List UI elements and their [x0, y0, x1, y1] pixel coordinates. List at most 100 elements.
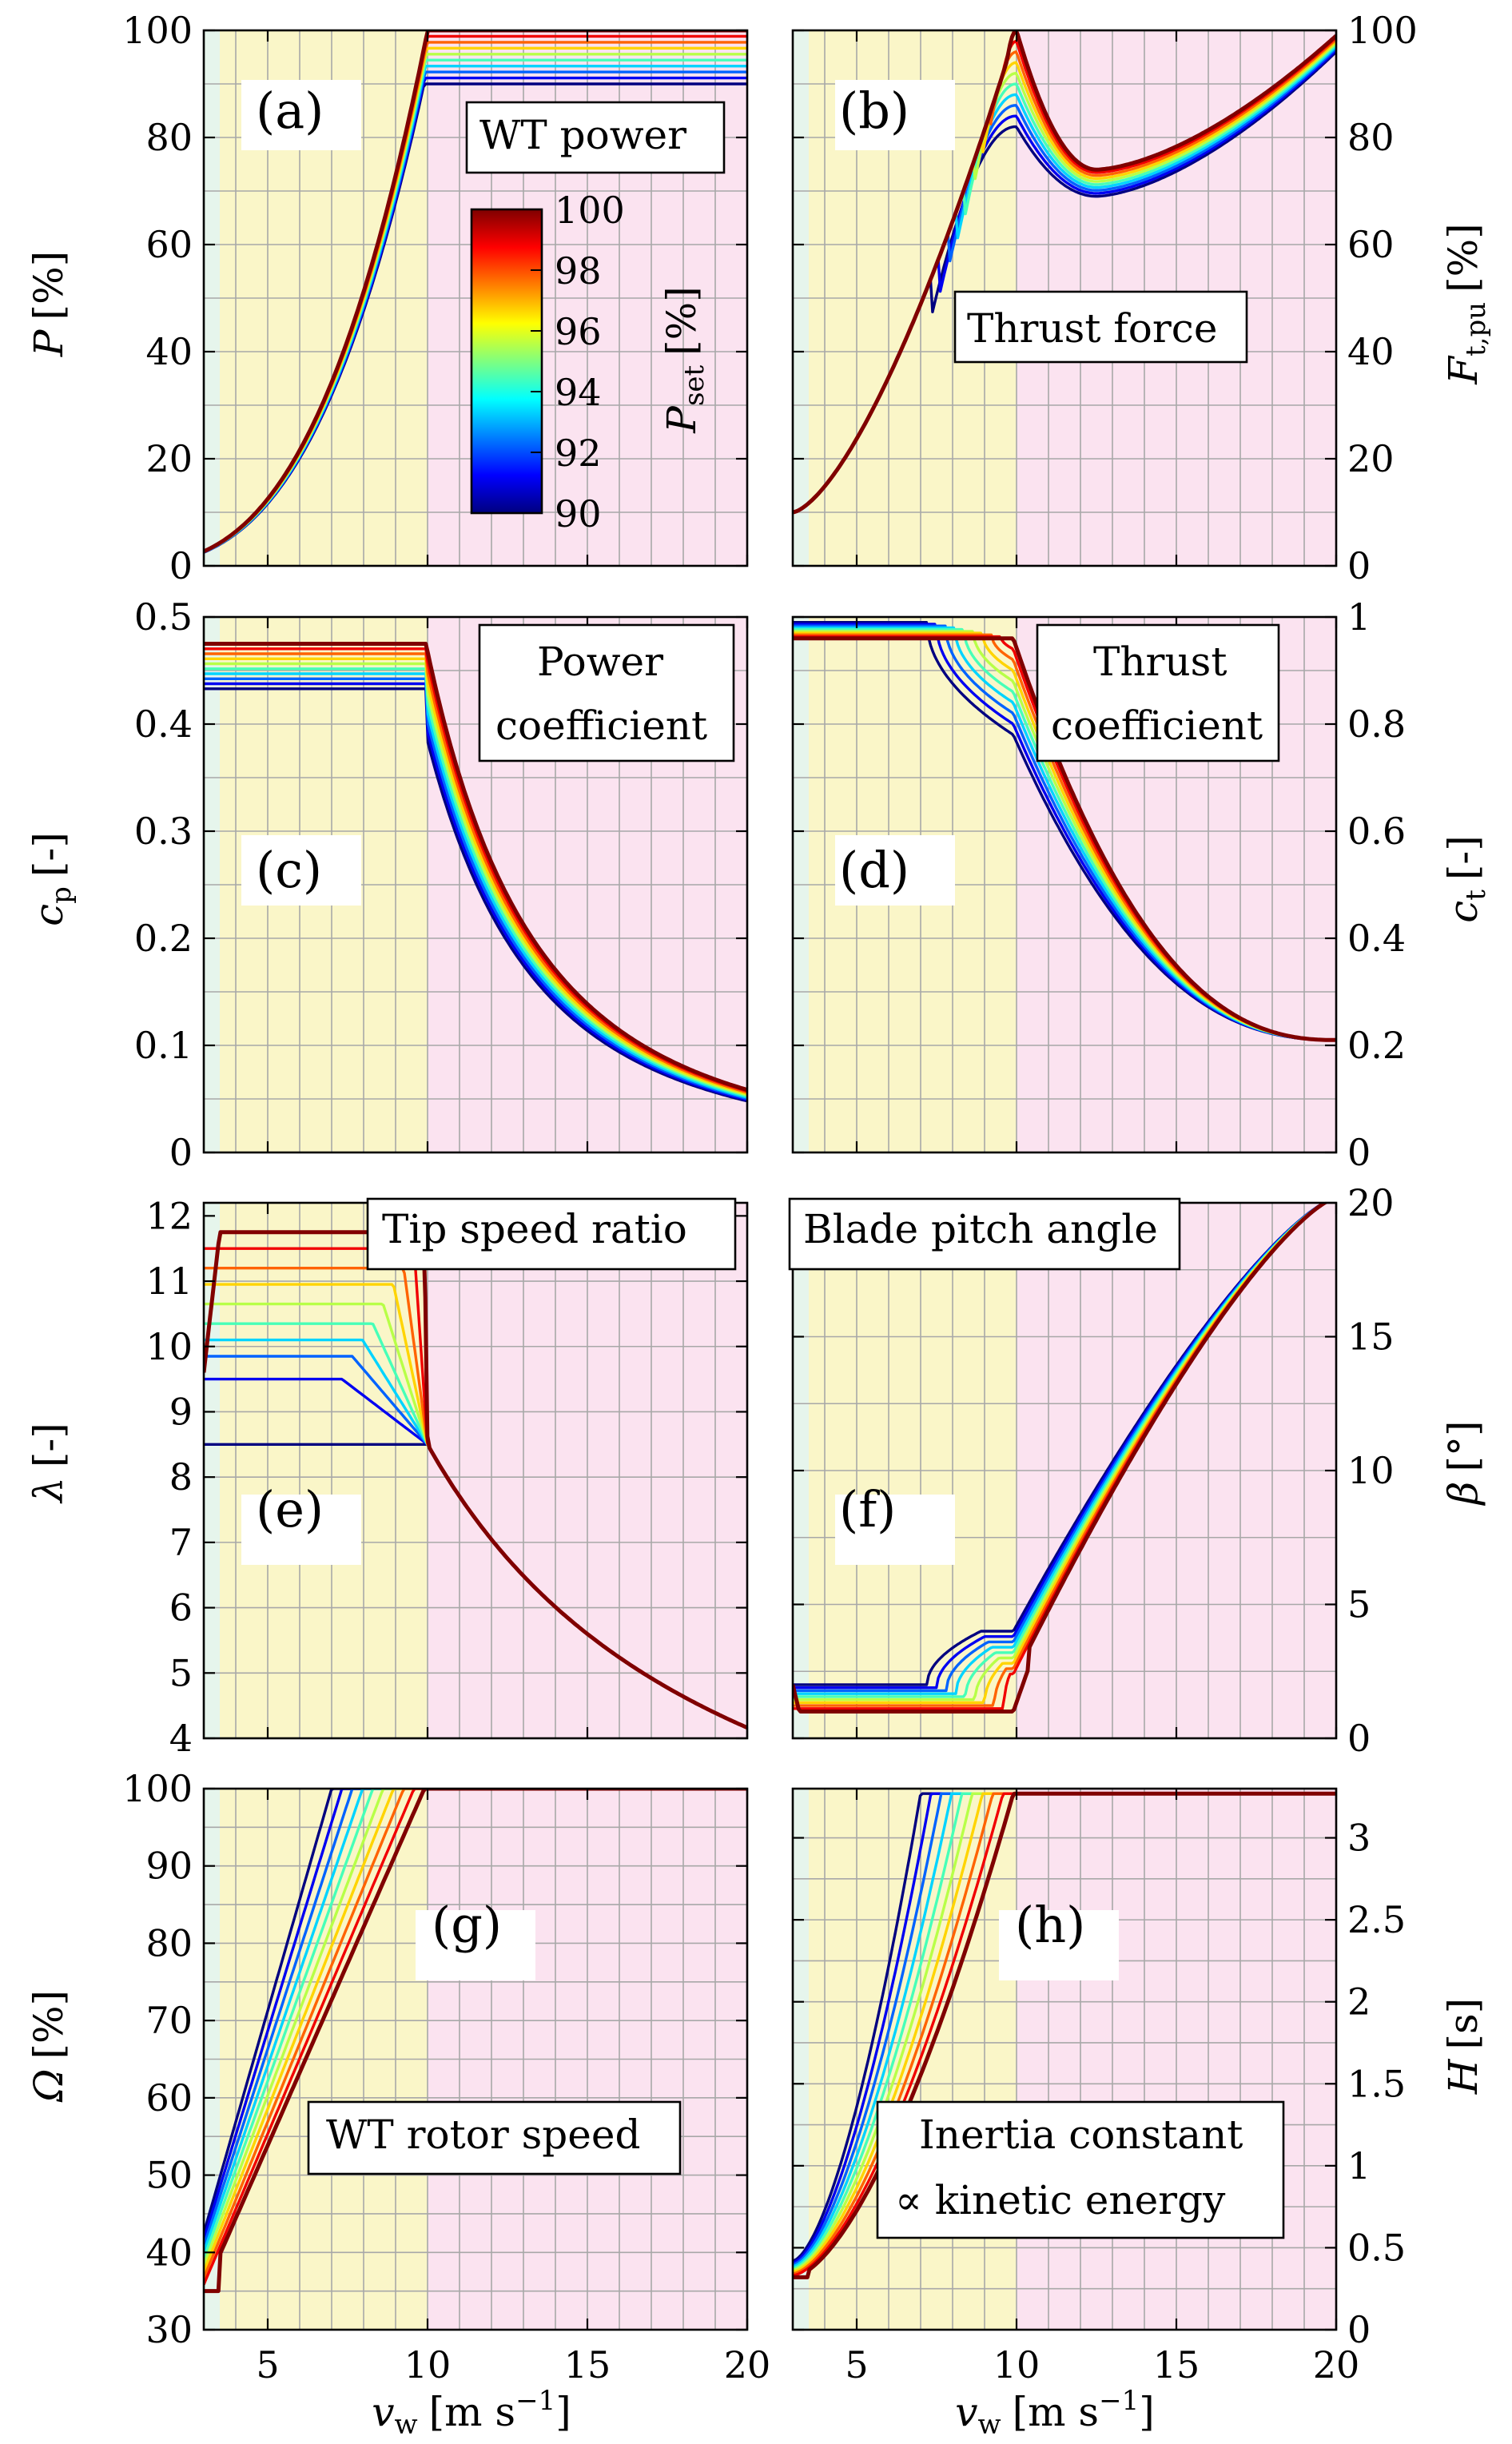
panel-b-ytick-label: 60 — [1347, 223, 1395, 266]
colorbar-tick-label: 92 — [555, 432, 602, 475]
colorbar-label-sub: set — [678, 364, 710, 406]
panel-d: 0 0.2 0.4 0.6 0.8 1 — [791, 595, 1406, 1174]
y-label-f-main: β — [1440, 1482, 1486, 1507]
panel-c-ytick-label: 0.2 — [134, 917, 193, 960]
panel-a: 0 20 40 60 80 100 — [122, 9, 749, 587]
y-label-e-unit: [-] — [26, 1423, 72, 1467]
colorbar-tick-label: 94 — [555, 371, 602, 414]
panel-g-xtick-label: 15 — [564, 2343, 611, 2386]
panel-d-label-box-2 — [1036, 623, 1280, 762]
x-label-left: vw [m s−1] — [372, 2385, 571, 2441]
panel-a-ytick-label: 20 — [145, 437, 193, 480]
y-label-e: λ [-] — [26, 1423, 72, 1504]
panel-b: 0 20 40 60 80 100 — [791, 9, 1418, 587]
panel-b-ytick-label: 40 — [1347, 330, 1395, 373]
panel-f-curves — [793, 1203, 1329, 1714]
colorbar-label: Pset [%] — [659, 286, 710, 433]
panel-h-region-low — [793, 1789, 809, 2330]
panel-h-title-line1: Inertia constant — [919, 2112, 1243, 2158]
y-label-h-main: H — [1440, 2058, 1486, 2095]
panel-a-curves — [204, 30, 747, 554]
panel-h-ytick-label: 0.5 — [1347, 2226, 1406, 2269]
y-label-f: β [°] — [1440, 1421, 1486, 1507]
y-label-b: Ft,pu [%] — [1440, 223, 1492, 384]
panel-h-ytick-label: 1 — [1347, 2144, 1371, 2187]
panel-e-tag: (e) — [256, 1480, 324, 1538]
y-label-h-unit: [s] — [1440, 1998, 1486, 2050]
panel-d-ytick-label: 0.2 — [1347, 1024, 1406, 1067]
panel-c-tag: (c) — [256, 841, 322, 899]
colorbar-tick-label: 98 — [555, 249, 602, 293]
y-label-b-sub: t,pu — [1460, 302, 1492, 356]
panel-g-ytick-label: 80 — [145, 1921, 193, 1964]
panel-g-xtick-label: 10 — [404, 2343, 452, 2386]
panel-d-series-10 — [793, 636, 1336, 1042]
panel-c-curves — [204, 642, 747, 1103]
colorbar-label-main: P — [659, 405, 705, 434]
panel-a-ytick-label: 60 — [145, 223, 193, 266]
panel-e-ytick-label: 11 — [145, 1260, 193, 1303]
panel-c-ticks — [204, 615, 749, 1154]
panel-g-series-3 — [204, 1789, 747, 2247]
y-label-g: Ω [%] — [26, 1990, 72, 2103]
panel-a-ytick-label: 80 — [145, 116, 193, 159]
panel-a-ytick-label: 100 — [122, 9, 193, 52]
panel-g-ytick-label: 40 — [145, 2231, 193, 2274]
panel-g-text: (g) WT rotor speed — [326, 1896, 640, 2158]
panel-c-ytick-label: 0.3 — [134, 810, 193, 853]
panel-h-ytick-label: 2 — [1347, 1980, 1371, 2024]
panel-h-xtick-label: 10 — [993, 2343, 1040, 2386]
panel-a-label-box-1 — [241, 80, 361, 150]
panel-a-title: WT power — [479, 112, 686, 158]
panel-f-label-box-1 — [835, 1495, 955, 1565]
x-label-right: vw [m s−1] — [955, 2385, 1154, 2441]
panel-e-region-mid — [220, 1203, 428, 1738]
panel-d-title-line1: Thrust — [1093, 639, 1227, 685]
panel-h-xtick-label: 5 — [845, 2343, 868, 2386]
panel-c-series-5 — [204, 667, 747, 1098]
panel-g-ytick-label: 30 — [145, 2308, 193, 2351]
svg-text:β[°]: β [°] — [1440, 1421, 1486, 1507]
panel-c-series-4 — [204, 672, 747, 1099]
panel-d-ytick-label: 0 — [1347, 1131, 1371, 1174]
panel-c-title-line2: coefficient — [495, 703, 707, 749]
panel-b-frame — [791, 29, 1338, 567]
panel-h-frame — [791, 1787, 1338, 2331]
panel-f-series-10 — [793, 1203, 1329, 1714]
panel-e-ytick-label: 9 — [169, 1390, 193, 1433]
colorbar-gradient — [470, 208, 543, 515]
panel-g-series-4 — [204, 1789, 747, 2253]
panel-h-ytick-label: 0 — [1347, 2308, 1371, 2351]
panel-e-ytick-label: 5 — [169, 1651, 193, 1694]
panel-b-ytick-label: 100 — [1347, 9, 1418, 52]
panel-g-ytick-label: 90 — [145, 1845, 193, 1888]
panel-b-label-box-2 — [953, 290, 1248, 364]
panel-d-ytick-label: 0.4 — [1347, 917, 1406, 960]
panel-e-text: (e) Tip speed ratio — [256, 1206, 687, 1538]
panel-g-frame — [202, 1787, 749, 2331]
panel-g-label-box-1 — [416, 1910, 535, 1980]
panel-g-title: WT rotor speed — [326, 2112, 640, 2158]
svg-text:Ω[%]: Ω [%] — [26, 1990, 72, 2103]
colorbar-tick-label: 90 — [555, 492, 602, 535]
y-label-d: ct [-] — [1440, 835, 1492, 923]
panel-d-curves — [793, 621, 1336, 1042]
y-label-c-sub: p — [46, 886, 78, 904]
panel-d-title-line2: coefficient — [1051, 703, 1263, 749]
panel-g-ticks — [204, 1787, 749, 2331]
y-label-h: H [s] — [1440, 1998, 1486, 2095]
y-label-g-main: Ω — [26, 2069, 72, 2103]
panel-h-xtick-label: 15 — [1153, 2343, 1200, 2386]
panel-c-series-1 — [204, 687, 747, 1103]
panel-g-series-10 — [204, 1789, 747, 2294]
panel-a-ticks — [204, 29, 749, 567]
panel-h-ticks — [793, 1789, 1338, 2331]
panel-g-ytick-label: 60 — [145, 2076, 193, 2120]
panel-f-ytick-label: 0 — [1347, 1717, 1371, 1760]
panel-h-text: (h) Inertia constant ∝ kinetic energy — [895, 1896, 1243, 2223]
panel-c-title-line1: Power — [537, 639, 663, 685]
svg-text:λ[-]: λ [-] — [26, 1423, 72, 1504]
panel-f-title: Blade pitch angle — [803, 1206, 1158, 1252]
panel-b-text: (b) Thrust force — [839, 82, 1217, 352]
